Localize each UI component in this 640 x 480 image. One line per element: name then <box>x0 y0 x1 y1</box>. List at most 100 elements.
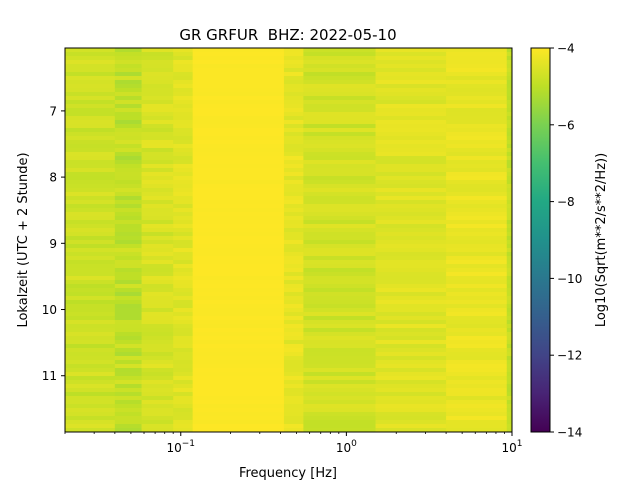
heatmap-cell <box>141 220 174 225</box>
heatmap-cell <box>506 316 512 321</box>
heatmap-cell <box>65 152 116 157</box>
heatmap-cell <box>303 188 376 193</box>
heatmap-cell <box>192 172 285 177</box>
heatmap-cell <box>283 92 304 97</box>
heatmap-cell <box>303 116 376 121</box>
heatmap-cell <box>65 356 116 361</box>
heatmap-cell <box>506 52 512 57</box>
heatmap-cell <box>506 196 512 201</box>
heatmap-cell <box>141 204 174 209</box>
heatmap-cell <box>303 108 376 113</box>
heatmap-cell <box>375 228 447 233</box>
heatmap-cell <box>283 268 304 273</box>
heatmap-cell <box>506 256 512 261</box>
heatmap-cell <box>375 376 447 381</box>
heatmap-cell <box>446 268 508 273</box>
heatmap-cell <box>303 84 376 89</box>
heatmap-cell <box>65 312 116 317</box>
heatmap-cell <box>65 116 116 121</box>
heatmap-cell <box>141 60 174 65</box>
heatmap-cell <box>506 64 512 69</box>
heatmap-cell <box>114 244 142 249</box>
heatmap-cell <box>65 236 116 241</box>
heatmap-cell <box>375 324 447 329</box>
heatmap-cell <box>173 76 194 81</box>
heatmap-cell <box>141 400 174 405</box>
heatmap-cell <box>114 120 142 125</box>
heatmap-cell <box>375 332 447 337</box>
heatmap-cell <box>141 68 174 73</box>
heatmap-cell <box>303 296 376 301</box>
heatmap-cell <box>192 352 285 357</box>
heatmap-cell <box>283 412 304 417</box>
heatmap-cell <box>65 276 116 281</box>
heatmap-cell <box>192 348 285 353</box>
heatmap-cell <box>446 344 508 349</box>
heatmap-cell <box>375 120 447 125</box>
heatmap-cell <box>506 360 512 365</box>
heatmap-cell <box>375 168 447 173</box>
heatmap-cell <box>173 192 194 197</box>
heatmap-cell <box>192 132 285 137</box>
y-tick-label: 10 <box>42 303 57 317</box>
heatmap-cell <box>65 352 116 357</box>
heatmap-cell <box>141 164 174 169</box>
heatmap-cell <box>506 340 512 345</box>
heatmap-cell <box>114 368 142 373</box>
heatmap-cell <box>141 216 174 221</box>
heatmap-cell <box>141 120 174 125</box>
heatmap-cell <box>506 216 512 221</box>
heatmap-cell <box>192 100 285 105</box>
heatmap-cell <box>375 280 447 285</box>
heatmap-cell <box>303 72 376 77</box>
heatmap-cell <box>303 336 376 341</box>
heatmap-cell <box>446 156 508 161</box>
heatmap-cell <box>375 220 447 225</box>
heatmap-cell <box>114 108 142 113</box>
heatmap-cell <box>192 288 285 293</box>
heatmap-cell <box>303 136 376 141</box>
heatmap-cell <box>375 172 447 177</box>
heatmap-cell <box>303 92 376 97</box>
heatmap-cell <box>141 348 174 353</box>
heatmap-cell <box>283 360 304 365</box>
heatmap-cell <box>446 224 508 229</box>
heatmap-cell <box>303 316 376 321</box>
heatmap-cell <box>446 252 508 257</box>
heatmap-cell <box>114 80 142 85</box>
heatmap-cell <box>173 68 194 73</box>
heatmap-cell <box>506 228 512 233</box>
heatmap-cell <box>173 176 194 181</box>
heatmap-cell <box>506 108 512 113</box>
heatmap-cell <box>141 236 174 241</box>
heatmap-cell <box>65 376 116 381</box>
heatmap-cell <box>173 336 194 341</box>
heatmap-cell <box>173 56 194 61</box>
heatmap-cell <box>375 68 447 73</box>
heatmap-cell <box>303 112 376 117</box>
heatmap-cell <box>173 256 194 261</box>
heatmap-cell <box>114 168 142 173</box>
heatmap-cell <box>114 340 142 345</box>
heatmap-cell <box>173 296 194 301</box>
heatmap-cell <box>446 176 508 181</box>
heatmap-cell <box>192 272 285 277</box>
heatmap-cell <box>114 428 142 432</box>
heatmap-cell <box>141 332 174 337</box>
heatmap-cell <box>192 408 285 413</box>
heatmap-cell <box>141 416 174 421</box>
heatmap-cell <box>114 220 142 225</box>
heatmap-cell <box>173 228 194 233</box>
heatmap-cell <box>65 180 116 185</box>
heatmap-cell <box>114 184 142 189</box>
heatmap-cell <box>65 428 116 432</box>
heatmap-cell <box>141 228 174 233</box>
heatmap-cell <box>192 56 285 61</box>
heatmap-cell <box>506 376 512 381</box>
heatmap-cell <box>192 64 285 69</box>
heatmap-cell <box>65 412 116 417</box>
heatmap-cell <box>446 356 508 361</box>
heatmap-cell <box>446 300 508 305</box>
heatmap-cell <box>303 252 376 257</box>
heatmap-cell <box>283 96 304 101</box>
